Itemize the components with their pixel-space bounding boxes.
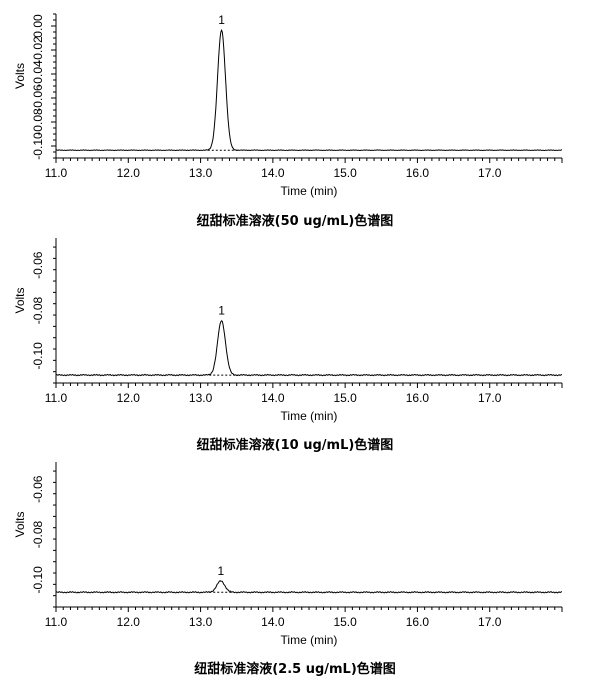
x-tick-label: 12.0 [117, 391, 141, 405]
x-tick-label: 14.0 [261, 391, 285, 405]
y-tick-label: -0.06 [31, 251, 45, 279]
chromatogram-plot: 11.0 12.0 13.0 14.0 15.0 16.0 17.0-0.10-0.08-0… [13, 13, 563, 198]
x-tick-label: 17.0 [478, 391, 502, 405]
x-tick-label: 13.0 [189, 391, 213, 405]
y-axis-label: Volts [13, 511, 27, 537]
x-tick-label: 16.0 [406, 391, 430, 405]
chromatogram-panel-10: 11.0 12.0 13.0 14.0 15.0 16.0 17.0 -0.10 -0.08 -0… [0, 232, 615, 458]
x-tick-label: 15.0 [333, 166, 357, 180]
y-tick-label: -0.10 [31, 566, 45, 594]
x-axis-label: Time (min) [281, 184, 338, 198]
x-tick-label: 17.0 [478, 166, 502, 180]
y-tick-label: -0.04 [31, 60, 45, 88]
peak-label: 1 [218, 13, 225, 27]
peak-label: 1 [217, 564, 224, 578]
y-tick-label: -0.10 [31, 342, 45, 370]
y-tick-label: 0.00 [31, 14, 45, 38]
chromatogram-plot: 11.0 12.0 13.0 14.0 15.0 16.0 17.0 -0.10 -0.08 -0… [13, 462, 563, 647]
y-axis-label: Volts [13, 63, 27, 89]
y-tick-label: -0.08 [31, 297, 45, 325]
y-tick-label: -0.06 [31, 84, 45, 112]
x-tick-label: 14.0 [261, 166, 285, 180]
x-tick-label: 17.0 [478, 615, 502, 629]
x-axis-label: Time (min) [281, 633, 338, 647]
y-tick-label: -0.02 [31, 36, 45, 64]
panel-title: 纽甜标准溶液(10 ug/mL)色谱图 [196, 438, 394, 453]
x-tick-label: 11.0 [45, 166, 68, 180]
x-tick-label: 12.0 [117, 166, 141, 180]
y-tick-label: -0.10 [31, 132, 45, 160]
x-tick-label: 15.0 [333, 391, 357, 405]
y-tick-label: -0.06 [31, 475, 45, 503]
panel-title: 纽甜标准溶液(2.5 ug/mL)色谱图 [194, 662, 396, 677]
y-tick-label: -0.08 [31, 108, 45, 136]
signal-trace [55, 320, 562, 377]
x-tick-label: 13.0 [189, 166, 213, 180]
x-tick-label: 15.0 [333, 615, 357, 629]
peak-label: 1 [218, 304, 225, 318]
chromatogram-panel-2-5: 11.0 12.0 13.0 14.0 15.0 16.0 17.0 -0.10 -0.08 -0… [0, 458, 615, 696]
signal-trace [55, 580, 562, 594]
x-tick-label: 16.0 [406, 615, 430, 629]
x-tick-label: 12.0 [117, 615, 141, 629]
chromatogram-plot: 11.0 12.0 13.0 14.0 15.0 16.0 17.0 -0.10 -0.08 -0… [13, 238, 563, 423]
x-tick-label: 16.0 [406, 166, 430, 180]
x-axis-label: Time (min) [281, 409, 338, 423]
signal-trace [55, 28, 562, 152]
y-axis-label: Volts [13, 287, 27, 313]
x-tick-label: 13.0 [189, 615, 213, 629]
x-tick-label: 14.0 [261, 615, 285, 629]
chromatogram-panel-50: 11.0 12.0 13.0 14.0 15.0 16.0 17.0 -0.10 -0.08 -0… [0, 0, 615, 232]
x-tick-label: 11.0 [45, 615, 68, 629]
x-tick-label: 11.0 [45, 391, 68, 405]
y-tick-label: -0.08 [31, 521, 45, 549]
panel-title: 纽甜标准溶液(50 ug/mL)色谱图 [196, 214, 394, 229]
